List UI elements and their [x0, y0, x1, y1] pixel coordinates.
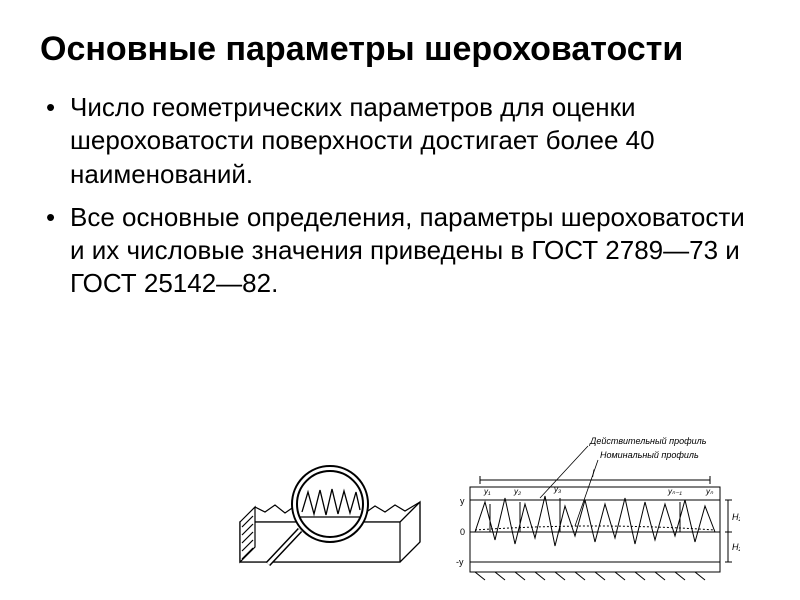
svg-text:y: y [460, 496, 465, 506]
list-item: Все основные определения, параметры шеро… [46, 201, 760, 301]
svg-text:y₂: y₂ [513, 487, 521, 496]
svg-text:H₂: H₂ [732, 542, 740, 552]
svg-text:0: 0 [460, 527, 465, 537]
roughness-figure: l y 0 -y y₁ y₂ y₃ yₙ₋₁ yₙ [220, 432, 740, 582]
bullet-list: Число геометрических параметров для оцен… [40, 91, 760, 301]
svg-text:y₁: y₁ [483, 487, 491, 496]
svg-text:yₙ: yₙ [705, 487, 714, 496]
label-actual-profile: Действительный профиль [589, 436, 707, 446]
page-title: Основные параметры шероховатости [40, 30, 760, 69]
label-nominal-profile: Номинальный профиль [600, 450, 699, 460]
svg-text:yₙ₋₁: yₙ₋₁ [667, 487, 682, 496]
svg-text:-y: -y [456, 557, 464, 567]
list-item: Число геометрических параметров для оцен… [46, 91, 760, 191]
svg-text:y₃: y₃ [553, 485, 561, 494]
svg-text:H₁: H₁ [732, 512, 740, 522]
